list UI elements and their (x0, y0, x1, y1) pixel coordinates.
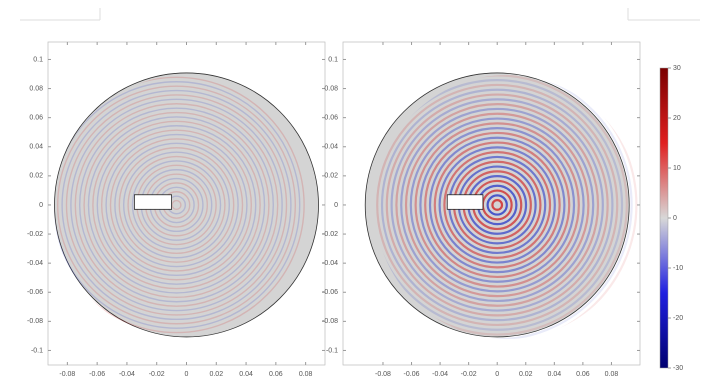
obstacle (133, 194, 173, 210)
wave-ring (486, 194, 508, 216)
y-tick-label: -0.04 (27, 260, 43, 267)
wave-ring (131, 160, 222, 250)
wave-ring (419, 127, 576, 283)
wave-ring (87, 116, 266, 294)
x-tick-label: -0.04 (432, 371, 448, 378)
x-tick-label: 0.08 (605, 371, 619, 378)
y-tick-label: 0 (334, 202, 338, 209)
colorbar-tick-label: 20 (673, 115, 681, 122)
y-tick-label: -0.1 (31, 347, 43, 354)
wave-ring (404, 112, 590, 298)
x-tick-label: 0.02 (209, 371, 223, 378)
wave-ring (56, 85, 297, 325)
wave-ring (376, 83, 619, 327)
wave-ring (390, 98, 604, 312)
wave-ring (375, 75, 633, 339)
wave-ring (171, 199, 182, 211)
colorbar-tick-label: -10 (673, 265, 683, 272)
x-tick-label: -0.02 (149, 371, 165, 378)
x-tick-label: -0.04 (119, 371, 135, 378)
wave-ring (109, 138, 244, 272)
y-tick-label: 0.1 (328, 56, 338, 63)
wave-ring (375, 79, 624, 331)
wave-ring (491, 199, 504, 211)
y-tick-label: 0.04 (29, 144, 43, 151)
y-tick-label: -0.06 (322, 289, 338, 296)
y-tick-label: -0.04 (322, 260, 338, 267)
wave-ring (122, 151, 230, 259)
y-tick-label: 0.02 (29, 173, 43, 180)
x-tick-label: -0.08 (59, 371, 75, 378)
y-tick-label: 0.1 (33, 56, 43, 63)
x-tick-label: 0 (495, 371, 499, 378)
wave-ring (54, 81, 301, 329)
y-tick-label: -0.02 (322, 231, 338, 238)
wave-ring (114, 142, 239, 268)
wave-ring (400, 107, 595, 303)
plots: -0.08 -0.06 -0.04 -0.02 0 0.02 0.04 0.06 0.08 0.1… (27, 41, 683, 378)
colorbar-tick-label: 0 (673, 215, 677, 222)
y-tick-label: -0.1 (326, 347, 338, 354)
wave-ring (127, 155, 226, 255)
colorbar-tick-label: -20 (673, 315, 683, 322)
obstacle (446, 194, 484, 210)
domain (364, 72, 630, 338)
domain (54, 72, 319, 338)
x-tick-label: -0.06 (89, 371, 105, 378)
x-tick-label: 0.08 (299, 371, 313, 378)
wave-ring (428, 136, 566, 274)
y-tick-label: 0.08 (324, 85, 338, 92)
wave-ring (96, 125, 257, 285)
x-tick-label: 0.06 (576, 371, 590, 378)
y-tick-label: 0.06 (29, 115, 43, 122)
wave-ring (83, 111, 270, 299)
x-tick-label: -0.02 (461, 371, 477, 378)
wave-ring (409, 117, 585, 293)
colorbar-tick-label: 10 (673, 165, 681, 172)
y-tick-label: 0.04 (324, 144, 338, 151)
x-tick-label: 0.04 (239, 371, 253, 378)
wave-ring (433, 141, 561, 269)
wave-ring (92, 120, 261, 290)
y-tick-label: -0.08 (322, 318, 338, 325)
wave-ring (443, 151, 552, 259)
wave-ring (380, 88, 614, 322)
colorbar-tick-label: 30 (673, 65, 681, 72)
wave-ring (118, 147, 235, 263)
x-tick-label: 0.04 (548, 371, 562, 378)
y-tick-label: 0 (39, 202, 43, 209)
wave-ring (78, 107, 275, 303)
wave-ring (70, 98, 283, 312)
wave-ring (61, 89, 292, 321)
wave-ring (385, 93, 609, 317)
y-tick-label: -0.02 (27, 231, 43, 238)
wave-ring (100, 129, 253, 281)
axes-box (342, 41, 641, 366)
wave-ring (54, 76, 305, 334)
x-tick-label: 0.06 (269, 371, 283, 378)
y-tick-label: -0.06 (27, 289, 43, 296)
y-tick-label: 0.06 (324, 115, 338, 122)
colorbar-tick-label: -30 (673, 365, 683, 372)
wave-ring (65, 94, 288, 316)
y-tick-label: 0.02 (324, 173, 338, 180)
wave-ring (424, 131, 571, 279)
wave-ring (395, 103, 600, 307)
x-tick-label: 0 (185, 371, 189, 378)
x-tick-label: 0.02 (519, 371, 533, 378)
wave-ring (105, 133, 248, 277)
wave-ring (74, 103, 279, 307)
wave-ring (438, 146, 556, 264)
x-tick-label: -0.06 (404, 371, 420, 378)
colorbar (659, 67, 669, 369)
wave-ring (375, 75, 638, 339)
y-tick-label: -0.08 (27, 318, 43, 325)
wave-ring (414, 122, 580, 288)
y-tick-label: 0.08 (29, 85, 43, 92)
x-tick-label: -0.08 (375, 371, 391, 378)
